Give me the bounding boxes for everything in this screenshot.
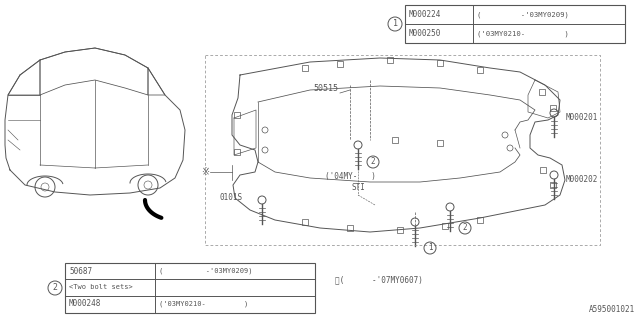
Text: 0101S: 0101S xyxy=(220,193,243,202)
Bar xyxy=(234,112,240,118)
Text: ('04MY-   ): ('04MY- ) xyxy=(324,172,376,181)
Text: 2: 2 xyxy=(52,284,58,292)
Bar xyxy=(477,217,483,223)
Text: ※: ※ xyxy=(201,167,209,177)
Text: ※(      -'07MY0607): ※( -'07MY0607) xyxy=(335,276,423,284)
Bar xyxy=(387,57,393,63)
Bar xyxy=(337,61,343,67)
Bar xyxy=(302,219,308,225)
Bar xyxy=(65,263,315,313)
Text: ('03MY0210-         ): ('03MY0210- ) xyxy=(159,301,248,307)
Text: M000224: M000224 xyxy=(409,10,442,19)
Text: M000201: M000201 xyxy=(566,114,598,123)
Bar xyxy=(397,227,403,233)
Text: M000250: M000250 xyxy=(409,29,442,38)
Bar xyxy=(477,67,483,73)
Text: 2: 2 xyxy=(371,157,375,166)
Bar xyxy=(347,225,353,231)
Text: M000248: M000248 xyxy=(69,300,101,308)
Bar xyxy=(442,223,448,229)
Bar xyxy=(392,137,398,143)
Text: M000202: M000202 xyxy=(566,175,598,185)
Bar xyxy=(234,149,240,155)
Text: (         -'03MY0209): ( -'03MY0209) xyxy=(477,11,569,18)
Bar xyxy=(539,89,545,95)
Text: 1: 1 xyxy=(428,244,432,252)
Bar xyxy=(437,140,443,146)
Text: 1: 1 xyxy=(392,20,397,28)
Text: (          -'03MY0209): ( -'03MY0209) xyxy=(159,268,253,274)
Bar xyxy=(437,60,443,66)
Text: 50687: 50687 xyxy=(69,267,92,276)
Text: STI: STI xyxy=(351,183,365,192)
Text: 2: 2 xyxy=(463,223,467,233)
Bar xyxy=(405,5,625,43)
Text: 50515: 50515 xyxy=(313,84,338,93)
Bar xyxy=(550,182,556,188)
Bar xyxy=(540,167,546,173)
Bar xyxy=(302,65,308,71)
Bar xyxy=(550,105,556,111)
Text: <Two bolt sets>: <Two bolt sets> xyxy=(69,284,132,290)
Text: ('03MY0210-         ): ('03MY0210- ) xyxy=(477,30,569,37)
Text: A595001021: A595001021 xyxy=(589,305,635,314)
